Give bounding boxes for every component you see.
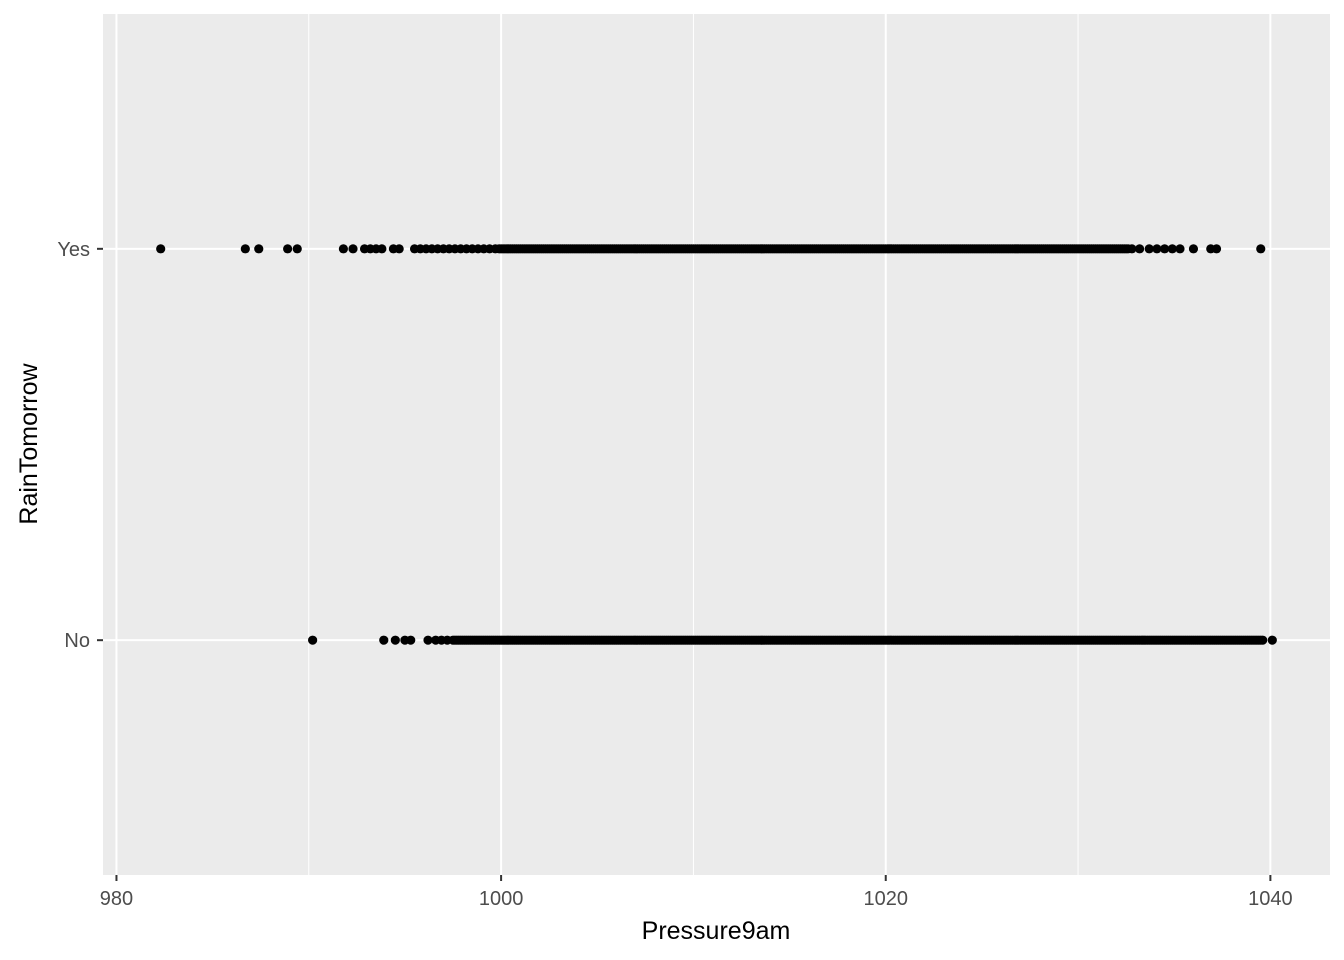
data-point: [423, 635, 433, 645]
minor-gridlines: [308, 14, 1079, 875]
data-point: [240, 244, 250, 254]
x-tick-label: 980: [100, 888, 133, 910]
data-point: [379, 635, 389, 645]
data-point: [1188, 244, 1199, 254]
data-point: [1160, 244, 1170, 254]
x-axis-title: Pressure9am: [642, 917, 791, 945]
y-tick-label: Yes: [57, 239, 90, 261]
data-point: [283, 244, 293, 254]
data-point: [1175, 244, 1185, 254]
x-tick-label: 1020: [863, 888, 908, 910]
data-point: [254, 244, 264, 254]
data-point: [1152, 244, 1162, 254]
x-axis: 980 1000 1020 1040: [100, 875, 1293, 910]
data-point: [338, 244, 348, 254]
y-axis-title: RainTomorrow: [15, 362, 43, 524]
data-point: [292, 244, 302, 254]
data-point: [1135, 244, 1145, 254]
y-axis: No Yes: [57, 239, 103, 652]
data-points: [156, 244, 1277, 645]
y-tick-label: No: [64, 630, 90, 652]
data-point: [156, 244, 166, 254]
data-point: [1267, 635, 1277, 645]
data-point: [348, 244, 358, 254]
data-point: [1123, 244, 1133, 254]
data-point: [394, 244, 404, 254]
data-point: [1258, 635, 1268, 645]
data-point: [308, 635, 318, 645]
plot-panel: [103, 14, 1330, 875]
data-point: [390, 635, 400, 645]
data-point: [406, 635, 416, 645]
data-point: [1211, 244, 1222, 254]
data-point: [1144, 244, 1154, 254]
data-point: [1256, 244, 1266, 254]
data-point: [377, 244, 387, 254]
x-tick-label: 1000: [479, 888, 524, 910]
data-point: [1167, 244, 1177, 254]
x-tick-label: 1040: [1248, 888, 1293, 910]
